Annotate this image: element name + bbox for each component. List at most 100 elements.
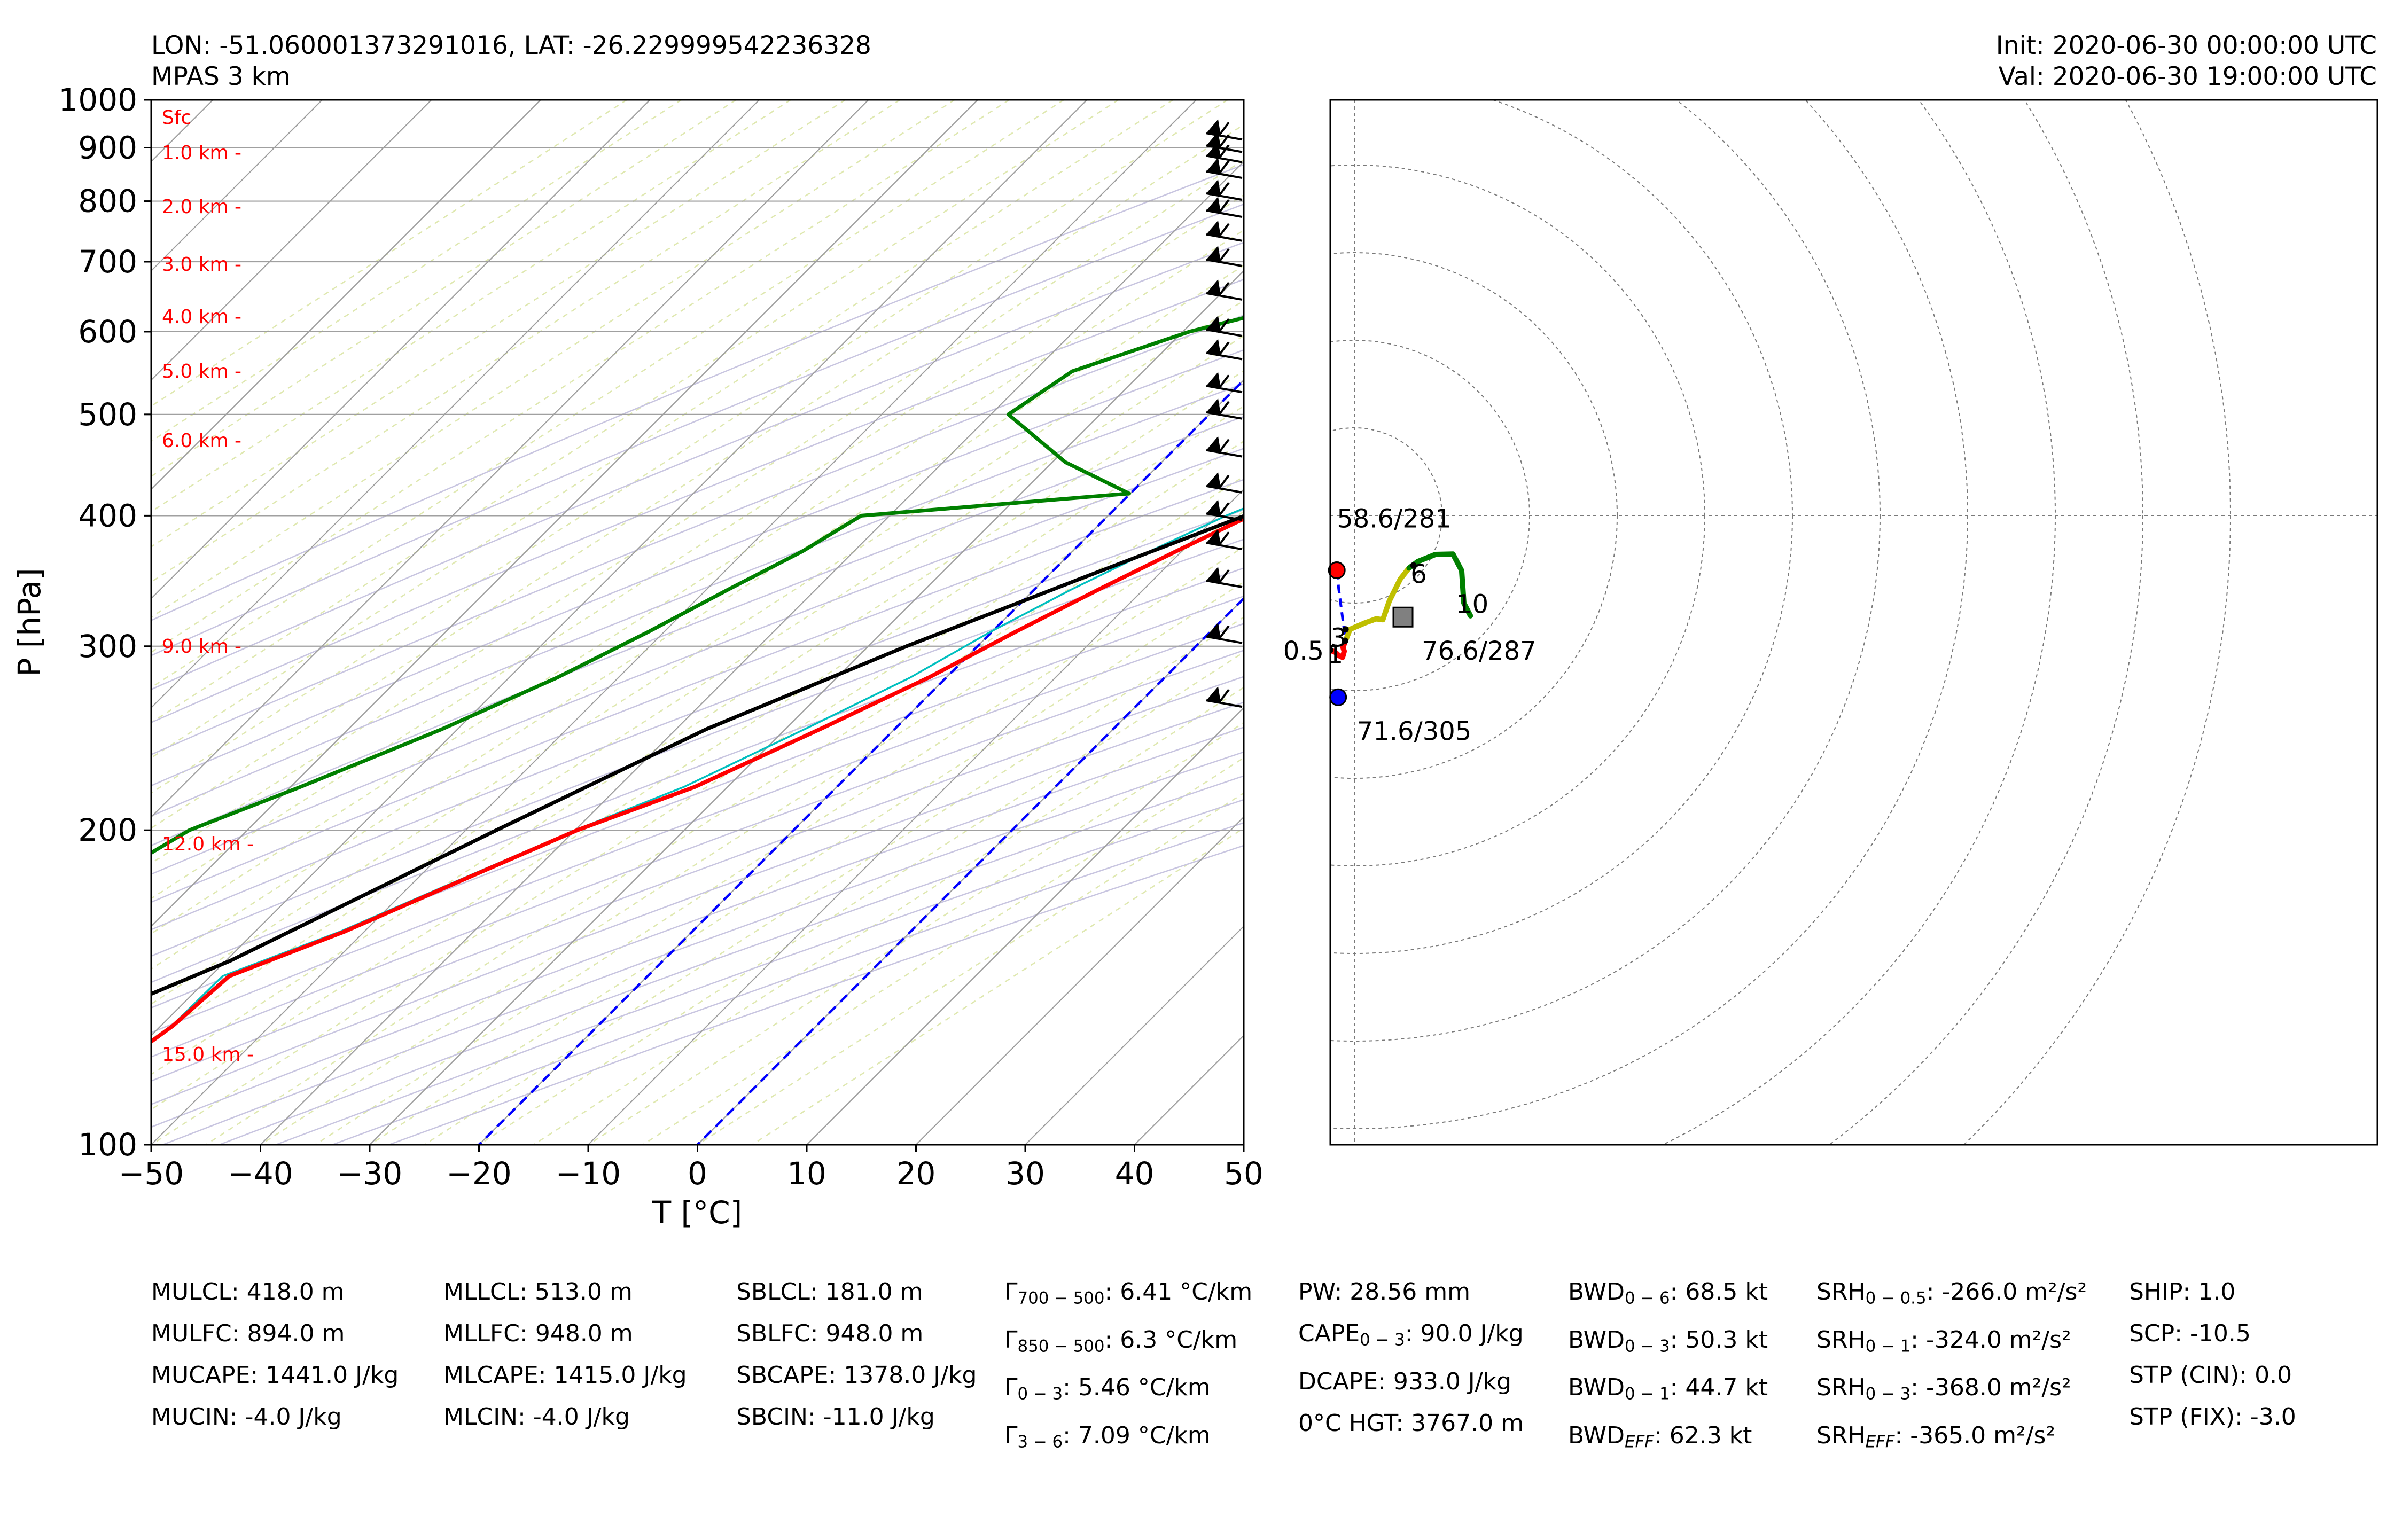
hodograph-segment-hodo_3_6km [1343, 565, 1412, 644]
x-tick-label: −30 [337, 1155, 402, 1192]
wind-barbs [1206, 119, 1243, 708]
y-axis-label: P [hPa] [11, 568, 48, 676]
dry-adiabat [162, 751, 1244, 1145]
stat-mllfc: MLLFC: 948.0 m [443, 1320, 633, 1347]
height-label: 1.0 km - [162, 142, 241, 164]
hodograph-ring [1828, 100, 2143, 1145]
stat-freezing-height: 0°C HGT: 3767.0 m [1298, 1409, 1524, 1437]
dry-adiabat [151, 623, 1244, 1034]
height-label: 15.0 km - [162, 1044, 254, 1066]
dry-adiabat [151, 701, 1244, 1105]
stat-lapse-0-3: Γ0 − 3: 5.46 °C/km [1004, 1374, 1211, 1404]
mixing-ratio-line [697, 792, 1244, 1145]
wind-barb [1206, 398, 1243, 420]
stat-mulfc: MULFC: 894.0 m [151, 1320, 345, 1347]
stats-column-ml: MLLCL: 513.0 m MLLFC: 948.0 m MLCAPE: 14… [443, 1271, 687, 1438]
wet-bulb-trace [1443, 135, 1856, 332]
mixing-ratio-line [151, 264, 1244, 970]
dry-adiabat [151, 676, 1244, 1082]
stat-bwd-eff: BWDEFF: 62.3 kt [1568, 1422, 1752, 1452]
mixing-ratio-line [151, 100, 1229, 794]
init-time: Init: 2020-06-30 00:00:00 UTC [1995, 31, 2377, 60]
wind-barb [1206, 686, 1243, 708]
stat-cape-0-3: CAPE0 − 3: 90.0 J/kg [1298, 1320, 1524, 1350]
motion-annotation: 76.6/287 [1422, 636, 1537, 666]
y-tick-label: 900 [78, 130, 137, 166]
mixing-ratio-line [151, 440, 1244, 1145]
dewpoint-trace [151, 316, 1244, 855]
dry-adiabat [151, 241, 1244, 691]
stat-sbcape: SBCAPE: 1378.0 J/kg [736, 1362, 977, 1389]
dry-adiabat [151, 509, 1244, 931]
hodograph-ring [1330, 100, 1881, 1042]
height-label: 12.0 km - [162, 833, 254, 855]
reference-isotherm-dashed [478, 378, 1244, 1145]
mean-wind-marker [1392, 606, 1414, 628]
stat-sbcin: SBCIN: -11.0 J/kg [736, 1403, 935, 1430]
stat-mlcape: MLCAPE: 1415.0 J/kg [443, 1362, 687, 1389]
mixing-ratio-line [151, 229, 1244, 935]
mixing-ratio-line [478, 651, 1244, 1145]
mixing-ratio-line [151, 100, 1011, 653]
height-label: 2.0 km - [162, 196, 241, 218]
stat-sblcl: SBLCL: 181.0 m [736, 1278, 923, 1306]
mixing-ratio-line [151, 100, 683, 442]
hodograph-segment-hodo_6_10km [1406, 551, 1473, 619]
stat-bwd-0-3: BWD0 − 3: 50.3 kt [1568, 1326, 1768, 1356]
mixing-ratio-line [260, 511, 1244, 1145]
skew-t-background-lines [151, 100, 1244, 1145]
dry-adiabat [151, 349, 1244, 787]
dry-adiabat [151, 203, 1244, 656]
y-tick-label: 800 [78, 183, 137, 220]
dry-adiabat [151, 448, 1244, 875]
x-tick-label: −40 [228, 1155, 293, 1192]
isotherm [915, 816, 1244, 1145]
isotherm [151, 100, 323, 272]
hodograph-height-label: 10 [1456, 589, 1488, 619]
x-tick-label: 20 [896, 1155, 936, 1192]
stat-pw: PW: 28.56 mm [1298, 1278, 1470, 1306]
stat-srh-0-0.5: SRH0 − 0.5: -266.0 m²/s² [1816, 1278, 2087, 1308]
x-axis-label: T [°C] [652, 1194, 743, 1231]
skew-t-axes: −50 −40 −30 −20 −10 0 10 20 30 40 50 100 200 300 400 50… [58, 82, 1264, 1192]
hodograph-frame [1329, 99, 2378, 1146]
temperature-trace [151, 517, 1244, 1044]
x-tick-label: −10 [556, 1155, 621, 1192]
motion-annotation: 71.6/305 [1357, 716, 1472, 746]
mixing-ratio-line [588, 722, 1244, 1145]
dry-adiabat [151, 416, 1244, 847]
mixing-ratio-line [151, 100, 792, 513]
stat-bwd-0-1: BWD0 − 1: 44.7 kt [1568, 1374, 1768, 1404]
virtual-parcel-trace [1637, 135, 1952, 332]
y-tick-label: 300 [78, 628, 137, 665]
height-label: 9.0 km - [162, 636, 241, 658]
hodograph-height-label: 0.5 [1283, 636, 1324, 666]
dry-adiabat [151, 314, 1244, 755]
motion-annotation: 58.6/281 [1337, 504, 1452, 534]
mixing-ratio-line [151, 405, 1244, 1111]
isotherm [369, 270, 1244, 1145]
valid-time: Val: 2020-06-30 19:00:00 UTC [1998, 62, 2377, 91]
stat-srh-0-3: SRH0 − 3: -368.0 m²/s² [1816, 1374, 2071, 1404]
stat-dcape: DCAPE: 933.0 J/kg [1298, 1367, 1512, 1395]
wind-barb [1206, 279, 1243, 301]
storm-motion-marker [1328, 561, 1346, 579]
mixing-ratio-line [151, 100, 1120, 724]
isotherm [806, 707, 1244, 1145]
dry-adiabat [151, 479, 1244, 903]
hodograph-ring [1963, 100, 2231, 1145]
virtual-temperature-trace [151, 507, 1244, 1042]
isotherm [151, 100, 651, 600]
skew-t-profiles [151, 135, 1952, 1044]
stats-column-mu: MULCL: 418.0 m MULFC: 894.0 m MUCAPE: 14… [151, 1271, 399, 1438]
hodograph-rings [1330, 100, 2377, 1145]
stat-mlcin: MLCIN: -4.0 J/kg [443, 1403, 630, 1430]
isotherm [151, 100, 542, 490]
dry-adiabat [332, 822, 1244, 1145]
mixing-ratio-line [205, 475, 1244, 1145]
mixing-ratio-line [151, 335, 1244, 1040]
bunkers-motion-line [1330, 569, 1347, 641]
mixing-ratio-line [424, 616, 1244, 1145]
